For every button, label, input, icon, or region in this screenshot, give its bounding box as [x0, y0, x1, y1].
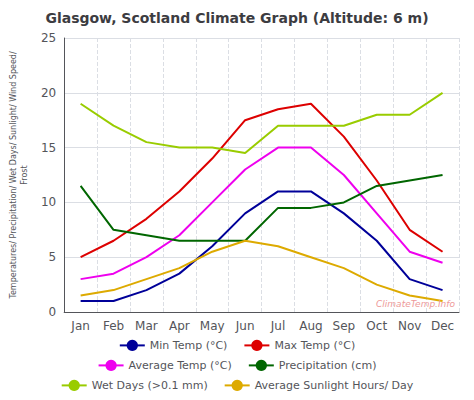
svg-text:Sep: Sep — [333, 319, 356, 333]
svg-text:Nov: Nov — [398, 319, 421, 333]
svg-text:Aug: Aug — [299, 319, 322, 333]
svg-text:20: 20 — [41, 86, 56, 100]
svg-text:Jul: Jul — [270, 319, 285, 333]
svg-text:Precipitation (cm): Precipitation (cm) — [279, 359, 377, 372]
svg-text:Temperatures/ Precipitation/ W: Temperatures/ Precipitation/ Wet Days/ S… — [9, 51, 18, 299]
svg-text:Dec: Dec — [431, 319, 454, 333]
svg-text:Average Sunlight Hours/ Day: Average Sunlight Hours/ Day — [255, 379, 414, 392]
svg-text:Jan: Jan — [70, 319, 90, 333]
svg-text:Oct: Oct — [366, 319, 387, 333]
svg-text:Average Temp (°C): Average Temp (°C) — [129, 359, 232, 372]
svg-text:25: 25 — [41, 31, 56, 45]
svg-text:5: 5 — [49, 250, 57, 264]
svg-text:Feb: Feb — [103, 319, 124, 333]
svg-text:Mar: Mar — [135, 319, 158, 333]
svg-text:10: 10 — [41, 195, 56, 209]
svg-text:Jun: Jun — [235, 319, 255, 333]
svg-text:Max Temp (°C): Max Temp (°C) — [274, 339, 355, 352]
svg-text:15: 15 — [41, 141, 56, 155]
svg-text:Frost: Frost — [20, 165, 29, 184]
svg-text:Apr: Apr — [169, 319, 190, 333]
svg-text:Glasgow, Scotland Climate Grap: Glasgow, Scotland Climate Graph (Altitud… — [45, 10, 428, 26]
svg-text:0: 0 — [49, 305, 57, 319]
svg-text:Min Temp (°C): Min Temp (°C) — [150, 339, 228, 352]
svg-text:ClimateTemp.Info: ClimateTemp.Info — [376, 299, 455, 309]
svg-text:Wet Days (>0.1 mm): Wet Days (>0.1 mm) — [92, 379, 208, 392]
svg-text:May: May — [200, 319, 225, 333]
